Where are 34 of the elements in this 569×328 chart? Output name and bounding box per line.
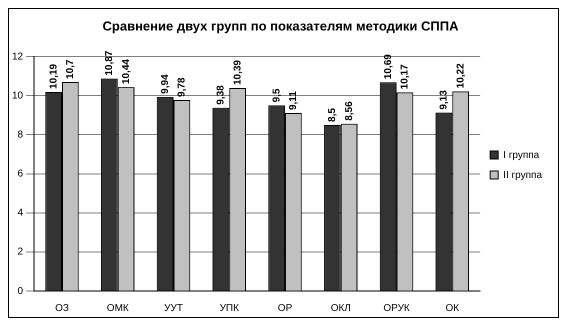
- data-label: 10,39: [232, 60, 244, 86]
- y-tick-label: 12: [12, 51, 24, 62]
- data-label: 10,17: [400, 64, 411, 90]
- data-label: 10,44: [120, 58, 132, 84]
- y-tick-label: 4: [18, 208, 24, 219]
- chart-title: Сравнение двух групп по показателям методики СППА: [102, 18, 460, 34]
- data-label: 9,5: [271, 88, 282, 102]
- y-tick-label: 0: [18, 286, 24, 297]
- y-tick-label: 8: [18, 129, 24, 140]
- data-label: 8,5: [327, 108, 338, 122]
- data-label: 10,19: [48, 63, 60, 89]
- y-tick-label: 10: [12, 90, 24, 102]
- legend-label: II группа: [503, 170, 542, 181]
- x-tick-label: ОР: [278, 302, 293, 314]
- y-tick-label: 6: [18, 168, 24, 180]
- data-label: 9,13: [438, 90, 450, 110]
- data-label: 10,87: [104, 50, 116, 76]
- data-label: 9,11: [288, 90, 300, 110]
- x-tick-label: УПК: [220, 302, 240, 314]
- data-label: 9,38: [216, 84, 227, 105]
- x-tick-label: ОЗ: [55, 302, 69, 314]
- x-tick-label: УУТ: [164, 302, 183, 314]
- data-label: 9,78: [176, 77, 188, 97]
- x-tick-label: ОК: [445, 302, 460, 314]
- data-label: 10,69: [382, 54, 394, 80]
- legend-label: I группа: [503, 150, 540, 161]
- x-tick-label: ОРУК: [383, 302, 410, 314]
- data-label: 10,22: [455, 62, 466, 88]
- y-tick-label: 2: [18, 246, 24, 258]
- data-label: 10,7: [65, 59, 76, 79]
- x-tick-label: ОМК: [106, 302, 129, 314]
- x-tick-label: ОКЛ: [330, 302, 351, 314]
- data-label: 9,94: [160, 74, 171, 94]
- data-label: 8,56: [344, 100, 355, 121]
